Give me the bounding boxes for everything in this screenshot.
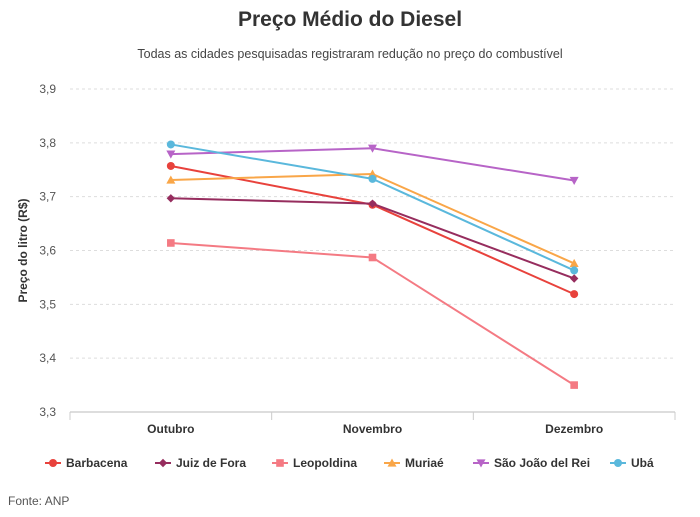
series-line: [170, 164, 575, 296]
data-point: [570, 290, 579, 299]
data-point: [368, 253, 377, 262]
legend-item[interactable]: Muriaé: [384, 456, 444, 470]
legend-label: Muriaé: [405, 456, 444, 470]
legend-label: São João del Rei: [494, 456, 590, 470]
data-point: [570, 266, 579, 275]
series-juiz-de-fora: [166, 194, 579, 283]
chart-title: Preço Médio do Diesel: [237, 8, 463, 31]
data-point: [569, 176, 579, 186]
legend-marker: [158, 458, 168, 468]
data-point: [166, 150, 176, 159]
x-tick-label: Novembro: [343, 422, 402, 436]
legend-label: Juiz de Fora: [176, 456, 246, 470]
data-point: [368, 174, 377, 183]
legend-label: Barbacena: [66, 456, 128, 470]
y-tick-label: 3,3: [39, 405, 56, 419]
legend-marker: [49, 459, 57, 467]
y-tick-label: 3,5: [39, 297, 56, 311]
chart-subtitle: Todas as cidades pesquisadas registraram…: [137, 47, 563, 61]
source-note: Fonte: ANP: [8, 494, 70, 508]
legend-item[interactable]: Ubá: [610, 456, 654, 470]
data-point: [569, 274, 579, 283]
data-point: [569, 258, 579, 268]
y-axis-label: Preço do litro (R$): [16, 198, 30, 302]
data-point: [570, 381, 578, 389]
data-point: [166, 194, 176, 203]
y-tick-label: 3,7: [39, 190, 56, 204]
series-s-o-jo-o-del-rei: [166, 144, 579, 186]
legend-marker: [476, 459, 486, 468]
legend-label: Ubá: [631, 456, 654, 470]
series-line: [170, 241, 575, 386]
legend-item[interactable]: São João del Rei: [473, 456, 590, 470]
data-point: [368, 199, 377, 208]
x-tick-label: Outubro: [147, 422, 194, 436]
y-tick-label: 3,4: [39, 351, 56, 365]
legend-label: Leopoldina: [293, 456, 357, 470]
data-point: [368, 144, 377, 153]
data-point: [166, 175, 176, 184]
y-tick-label: 3,8: [39, 136, 56, 150]
legend-marker: [276, 459, 284, 467]
x-tick-label: Dezembro: [545, 422, 603, 436]
legend-marker: [387, 458, 397, 467]
data-point: [166, 161, 175, 170]
y-tick-label: 3,6: [39, 244, 56, 258]
legend-marker: [614, 459, 622, 467]
data-point: [167, 239, 175, 247]
series-leopoldina: [167, 239, 578, 389]
series-muria-: [166, 169, 579, 268]
y-tick-label: 3,9: [39, 82, 56, 96]
legend-item[interactable]: Juiz de Fora: [155, 456, 246, 470]
legend-item[interactable]: Leopoldina: [272, 456, 357, 470]
legend-item[interactable]: Barbacena: [45, 456, 128, 470]
series-ub-: [166, 140, 579, 275]
data-point: [166, 140, 175, 149]
